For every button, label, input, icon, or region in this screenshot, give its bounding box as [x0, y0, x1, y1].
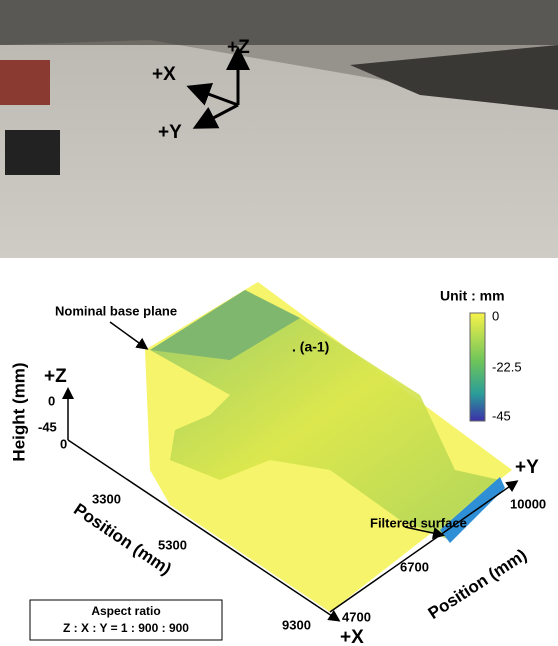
colorbar-title: Unit : mm — [440, 288, 505, 304]
photo-axis-x: +X — [152, 64, 176, 85]
z-tick: 0 — [48, 393, 55, 408]
aspect-text: Z : X : Y = 1 : 900 : 900 — [63, 621, 189, 635]
photo-axis-y: +Y — [158, 122, 182, 143]
x-tick: 9300 — [282, 617, 311, 632]
aspect-title: Aspect ratio — [91, 604, 160, 618]
surface-plot — [68, 282, 516, 620]
z-label: Height (mm) — [9, 362, 28, 461]
y-tick: 6700 — [400, 559, 429, 574]
z-sign: +Z — [44, 366, 67, 387]
x-tick: 3300 — [92, 491, 121, 506]
colorbar-tick: 0 — [492, 308, 499, 323]
aspect-box: Aspect ratio Z : X : Y = 1 : 900 : 900 — [30, 600, 222, 640]
x-sign: +X — [340, 627, 364, 646]
annotation: Filtered surface — [370, 515, 467, 530]
colorbar-tick: -22.5 — [492, 359, 522, 374]
annotation: Nominal base plane — [55, 303, 177, 318]
y-label: Position (mm) — [425, 545, 530, 623]
y-tick: 4700 — [342, 609, 371, 624]
y-sign: +Y — [515, 457, 539, 478]
figure: +Z +X +Y Nominal base plane . (a-1) Filt… — [0, 0, 558, 646]
z-tick: -45 — [38, 419, 57, 434]
x-tick: 5300 — [158, 537, 187, 552]
y-tick: 10000 — [510, 496, 546, 511]
annotation: . (a-1) — [292, 339, 329, 355]
photo: +Z +X +Y — [0, 0, 558, 258]
photo-axis-z: +Z — [227, 37, 250, 58]
colorbar-tick: -45 — [492, 408, 511, 423]
x-tick: 0 — [60, 436, 67, 451]
